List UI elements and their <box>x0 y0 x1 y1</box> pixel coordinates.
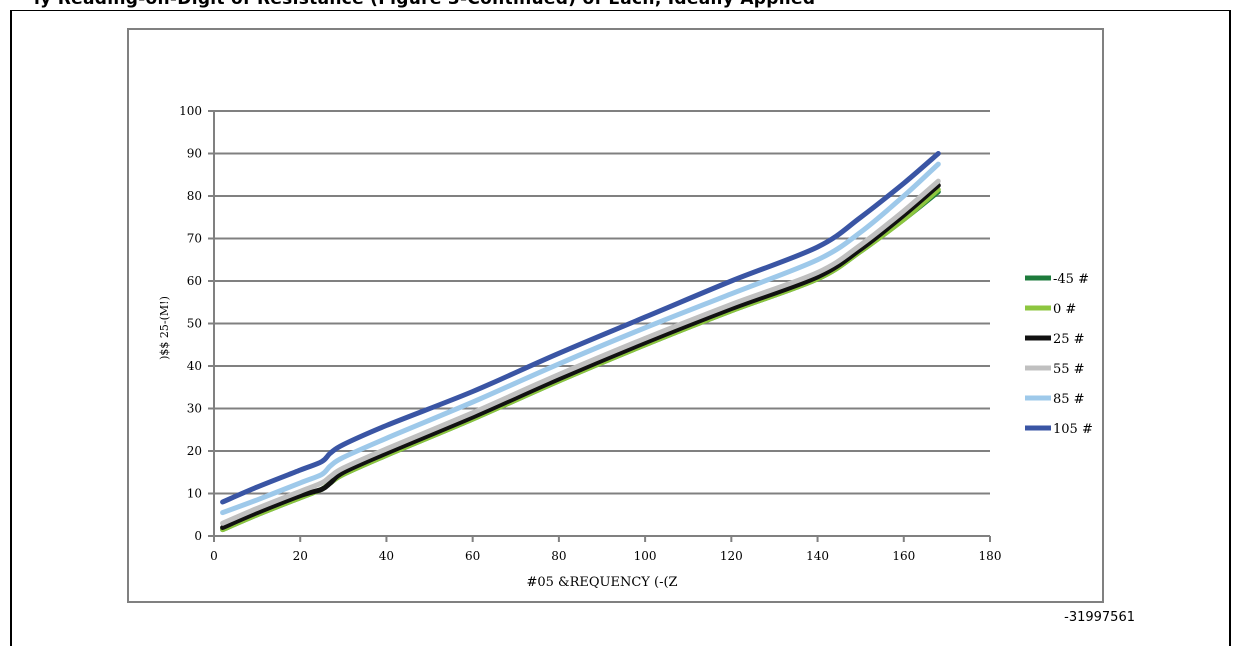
document-code: -31997561 <box>1064 610 1135 625</box>
x-tick-label: 180 <box>979 549 1002 563</box>
y-tick-label: 100 <box>179 104 202 118</box>
header-fragment-text: ly Reading-on-Digit of Resistance (Figur… <box>34 0 815 9</box>
legend-label: 0 # <box>1053 302 1076 317</box>
y-tick-label: 70 <box>187 232 202 246</box>
x-tick-label: 20 <box>293 549 308 563</box>
y-tick-label: 50 <box>187 317 202 331</box>
x-tick-label: 140 <box>806 549 829 563</box>
legend-label: 105 # <box>1053 422 1093 437</box>
y-tick-label: 90 <box>187 147 202 161</box>
legend: -45 # 0 # 25 # 55 # 85 # 105 # <box>1025 272 1093 437</box>
x-tick-label: 80 <box>551 549 566 563</box>
legend-label: 25 # <box>1053 332 1085 347</box>
legend-label: 85 # <box>1053 392 1085 407</box>
y-tick-label: 80 <box>187 189 202 203</box>
series-line <box>220 161 941 516</box>
y-tick-label: 60 <box>187 274 202 288</box>
y-tick-label: 40 <box>187 359 202 373</box>
x-tick-label: 100 <box>634 549 657 563</box>
grid-layer <box>214 110 990 495</box>
document-frame <box>10 10 1231 646</box>
y-tick-label: 30 <box>187 402 202 416</box>
series-line <box>220 151 941 505</box>
chart-panel <box>127 28 1104 603</box>
header-fragment: ly Reading-on-Digit of Resistance (Figur… <box>0 0 1233 14</box>
legend-label: 55 # <box>1053 362 1085 377</box>
axis-layer: 0 10 20 30 40 50 60 70 80 90 100 0 20 40 60 80 100 120 140… <box>179 104 1001 563</box>
y-tick-label: 20 <box>187 444 202 458</box>
x-tick-label: 120 <box>720 549 743 563</box>
x-axis-title: #05 &REQUENCY (-(Z <box>526 575 677 590</box>
series-line <box>220 178 941 526</box>
series-line <box>220 182 941 530</box>
x-tick-label: 60 <box>465 549 480 563</box>
x-tick-label: 160 <box>892 549 915 563</box>
y-axis-title: )$$ 25-(M!) <box>158 296 171 360</box>
x-tick-label: 0 <box>210 549 218 563</box>
series-layer <box>220 151 941 533</box>
legend-label: -45 # <box>1053 272 1089 287</box>
y-tick-label: 0 <box>194 529 202 543</box>
y-tick-label: 10 <box>187 487 202 501</box>
x-tick-label: 40 <box>379 549 394 563</box>
